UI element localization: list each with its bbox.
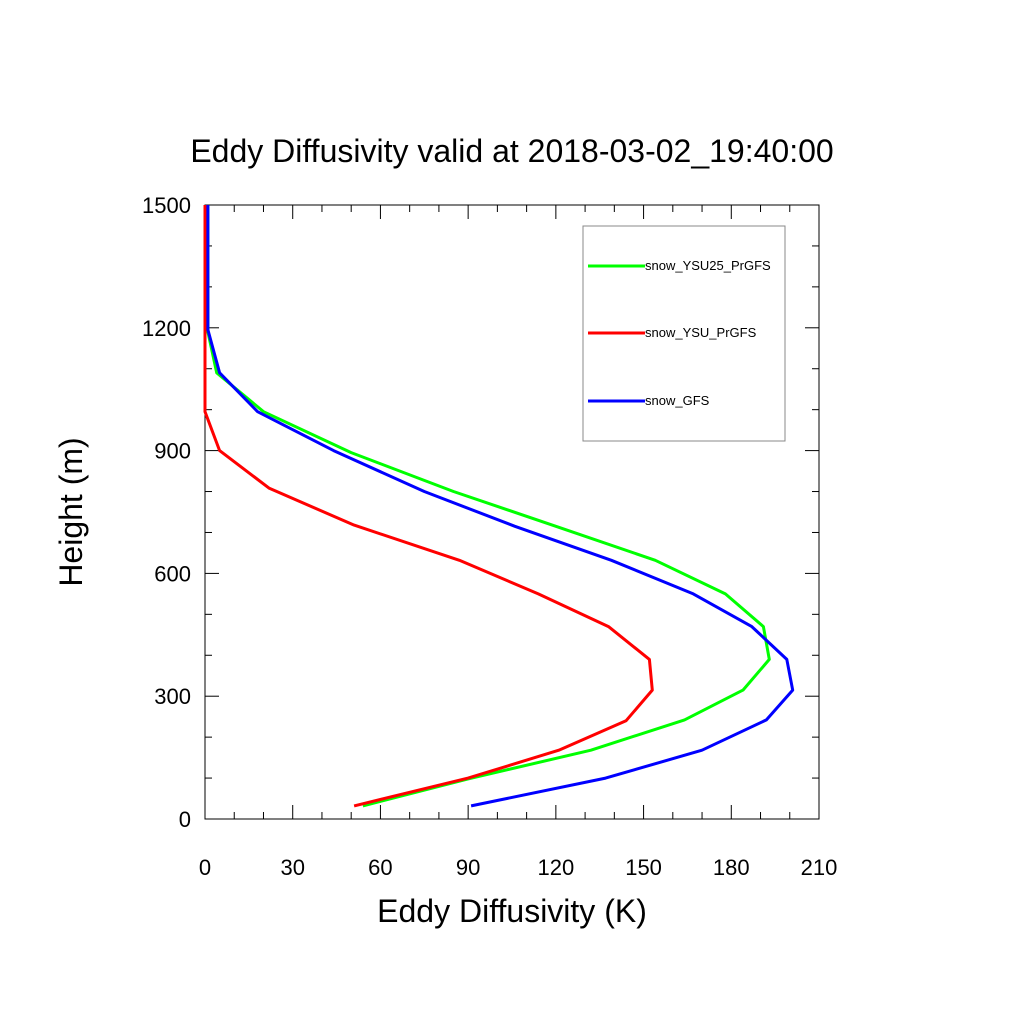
tick-marks (204, 204, 820, 820)
y-tick-label: 900 (154, 439, 191, 464)
tick-labels: 0 30 60 90 120 150 180 210 0 300 600 900 1200 1500 (142, 193, 837, 880)
plot-frame (204, 204, 820, 820)
series-lines (203, 205, 795, 808)
x-axis-label: Eddy Diffusivity (K) (377, 893, 647, 929)
chart-title: Eddy Diffusivity valid at 2018-03-02_19:… (190, 133, 833, 169)
x-tick-label: 180 (713, 855, 750, 880)
x-tick-label: 0 (199, 855, 211, 880)
y-tick-label: 600 (154, 561, 191, 586)
x-tick-label: 90 (456, 855, 480, 880)
legend-label: snow_GFS (645, 393, 710, 408)
series-line-snow_YSU_PrGFS (203, 205, 654, 808)
y-axis-label: Height (m) (53, 437, 89, 586)
x-tick-label: 150 (625, 855, 662, 880)
x-tick-label: 210 (801, 855, 838, 880)
legend-label: snow_YSU25_PrGFS (645, 258, 771, 273)
x-tick-label: 120 (537, 855, 574, 880)
y-tick-label: 300 (154, 684, 191, 709)
legend: snow_YSU25_PrGFS snow_YSU_PrGFS snow_GFS (582, 225, 786, 442)
x-tick-label: 30 (280, 855, 304, 880)
x-tick-label: 60 (368, 855, 392, 880)
y-tick-label: 0 (179, 807, 191, 832)
y-tick-label: 1200 (142, 316, 191, 341)
series-line-snow_GFS (206, 205, 795, 808)
y-tick-label: 1500 (142, 193, 191, 218)
legend-items: snow_YSU25_PrGFS snow_YSU_PrGFS snow_GFS (588, 258, 771, 408)
legend-label: snow_YSU_PrGFS (645, 325, 757, 340)
